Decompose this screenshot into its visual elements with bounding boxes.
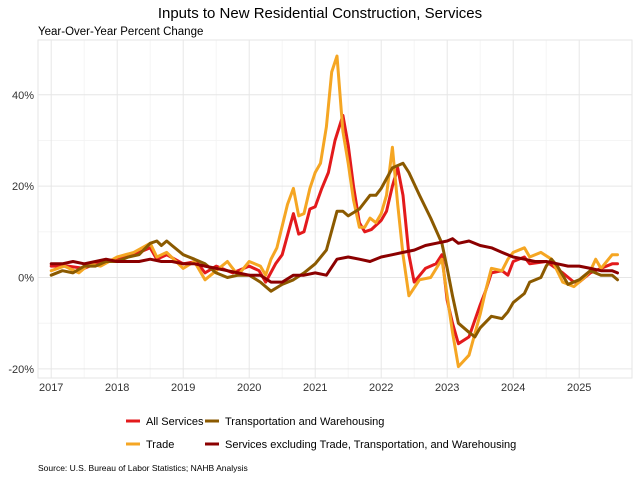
- series-lines: [49, 54, 619, 369]
- y-tick-label: 40%: [12, 90, 34, 102]
- y-tick-label: 0%: [18, 273, 34, 285]
- x-tick-label: 2021: [303, 382, 327, 394]
- series-line-all-services: [49, 113, 619, 346]
- legend-item-services-excluding-trade-transportation-and-warehousing: Services excluding Trade, Transportation…: [205, 439, 516, 451]
- legend-item-transportation-and-warehousing: Transportation and Warehousing: [205, 416, 384, 428]
- x-tick-label: 2025: [567, 382, 591, 394]
- y-tick-label: -20%: [8, 364, 34, 376]
- legend-label: All Services: [146, 416, 204, 428]
- x-tick-label: 2022: [369, 382, 393, 394]
- chart-title: Inputs to New Residential Construction, …: [158, 5, 482, 22]
- legend-label: Trade: [146, 439, 174, 451]
- x-tick-label: 2017: [39, 382, 63, 394]
- plot-panel: [37, 39, 633, 379]
- legend-label: Services excluding Trade, Transportation…: [225, 439, 516, 451]
- legend-label: Transportation and Warehousing: [225, 416, 384, 428]
- y-tick-label: 20%: [12, 181, 34, 193]
- gridlines: [38, 40, 632, 378]
- legend-item-trade: Trade: [126, 439, 174, 451]
- chart-subtitle: Year-Over-Year Percent Change: [38, 26, 203, 38]
- x-tick-label: 2024: [501, 382, 525, 394]
- legend: All Services Trade Transportation and Ware…: [126, 416, 516, 451]
- x-tick-label: 2019: [171, 382, 195, 394]
- axes: -20% 0% 20% 40% 2017 2018 2019 2020 2021 2022 2023…: [8, 90, 591, 394]
- x-tick-label: 2020: [237, 382, 261, 394]
- source-note: Source: U.S. Bureau of Labor Statistics;…: [38, 463, 248, 473]
- x-tick-label: 2023: [435, 382, 459, 394]
- series-line-trade: [49, 54, 619, 369]
- x-tick-label: 2018: [105, 382, 129, 394]
- series-line-services-excluding-trade-transportation-and-warehousing: [49, 237, 619, 284]
- legend-item-all-services: All Services: [126, 416, 204, 428]
- series-line-transportation-and-warehousing: [49, 161, 619, 339]
